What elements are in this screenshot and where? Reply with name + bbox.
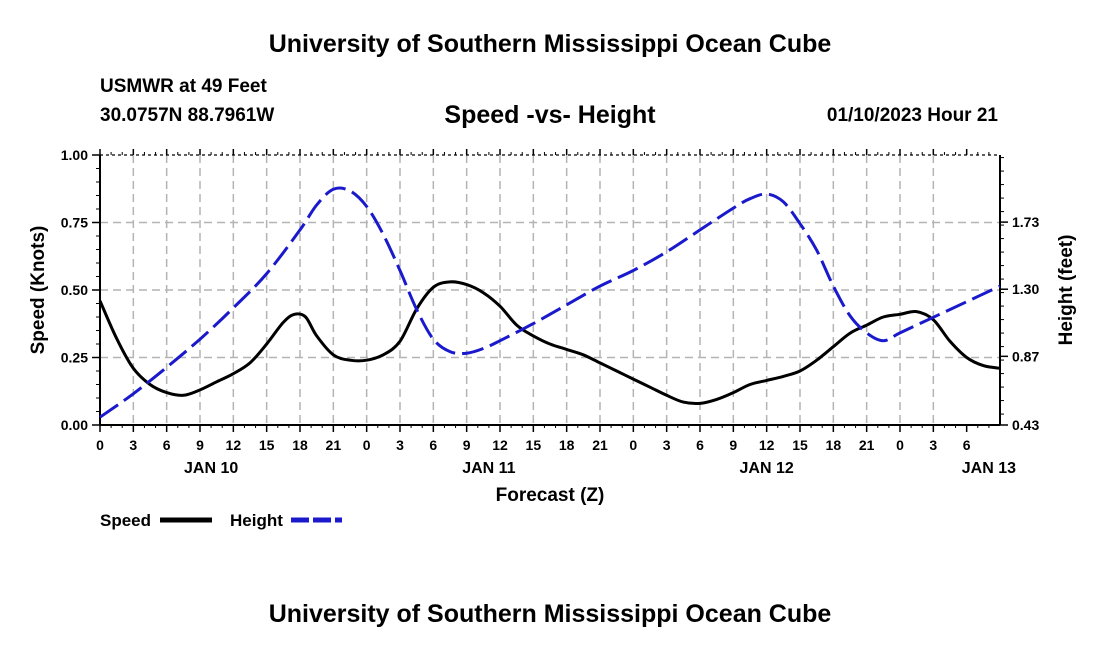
x-axis-label: Forecast (Z) bbox=[496, 485, 605, 506]
y-left-tick-label: 0.25 bbox=[61, 350, 88, 366]
x-tick-label: 21 bbox=[859, 437, 875, 453]
x-tick-label: 9 bbox=[196, 437, 204, 453]
day-label: JAN 10 bbox=[184, 460, 238, 477]
x-tick-label: 3 bbox=[929, 437, 937, 453]
y-axis-left-label: Speed (Knots) bbox=[28, 226, 49, 355]
x-tick-label: 18 bbox=[292, 437, 308, 453]
x-tick-label: 3 bbox=[663, 437, 671, 453]
x-tick-label: 21 bbox=[592, 437, 608, 453]
x-tick-label: 15 bbox=[259, 437, 275, 453]
x-tick-label: 6 bbox=[696, 437, 704, 453]
day-label: JAN 13 bbox=[962, 460, 1016, 477]
legend-speed-label: Speed bbox=[100, 511, 151, 530]
x-tick-label: 0 bbox=[896, 437, 904, 453]
x-tick-label: 18 bbox=[826, 437, 842, 453]
legend: Speed Height bbox=[100, 511, 342, 530]
x-tick-label: 0 bbox=[96, 437, 104, 453]
y-left-tick-label: 1.00 bbox=[61, 147, 88, 163]
x-tick-label: 3 bbox=[129, 437, 137, 453]
y-right-tick-label: 1.30 bbox=[1012, 281, 1039, 297]
x-tick-label: 15 bbox=[526, 437, 542, 453]
x-tick-label: 6 bbox=[163, 437, 171, 453]
legend-height-label: Height bbox=[230, 511, 283, 530]
series-layer bbox=[98, 186, 1001, 419]
y-axis-right-label: Height (feet) bbox=[1056, 235, 1077, 346]
x-tick-label: 12 bbox=[226, 437, 242, 453]
x-tick-label: 6 bbox=[963, 437, 971, 453]
x-tick-label: 9 bbox=[729, 437, 737, 453]
x-tick-label: 12 bbox=[759, 437, 775, 453]
page-title: University of Southern Mississippi Ocean… bbox=[268, 30, 832, 58]
station-coordinates: 30.0757N 88.7961W bbox=[100, 105, 275, 126]
y-right-tick-label: 0.87 bbox=[1012, 348, 1039, 364]
y-left-tick-label: 0.50 bbox=[61, 282, 88, 298]
y-left-tick-label: 0.00 bbox=[61, 417, 88, 433]
x-tick-label: 0 bbox=[363, 437, 371, 453]
grid-layer bbox=[100, 155, 1000, 425]
day-label: JAN 11 bbox=[462, 460, 515, 477]
series-line-height bbox=[99, 186, 1001, 419]
chart-title: Speed -vs- Height bbox=[444, 101, 656, 129]
y-left-tick-label: 0.75 bbox=[61, 215, 88, 231]
y-right-tick-label: 1.73 bbox=[1012, 214, 1039, 230]
x-tick-label: 15 bbox=[792, 437, 808, 453]
x-tick-label: 12 bbox=[492, 437, 508, 453]
x-tick-label: 3 bbox=[396, 437, 404, 453]
station-label: USMWR at 49 Feet bbox=[100, 76, 267, 97]
x-tick-label: 9 bbox=[463, 437, 471, 453]
x-tick-label: 0 bbox=[629, 437, 637, 453]
forecast-datetime: 01/10/2023 Hour 21 bbox=[826, 105, 998, 126]
x-tick-label: 6 bbox=[429, 437, 437, 453]
series-line-speed bbox=[98, 280, 1001, 406]
footer-title: University of Southern Mississippi Ocean… bbox=[268, 600, 832, 628]
axes-layer: 0.00 0.25 0.50 0.75 1.00 0 3 6 9 12 15 18 21 0 3 6 9 12 15… bbox=[61, 147, 1040, 477]
x-tick-label: 21 bbox=[326, 437, 342, 453]
y-right-tick-label: 0.43 bbox=[1012, 417, 1039, 433]
day-label: JAN 12 bbox=[740, 460, 794, 477]
x-tick-label: 18 bbox=[559, 437, 575, 453]
